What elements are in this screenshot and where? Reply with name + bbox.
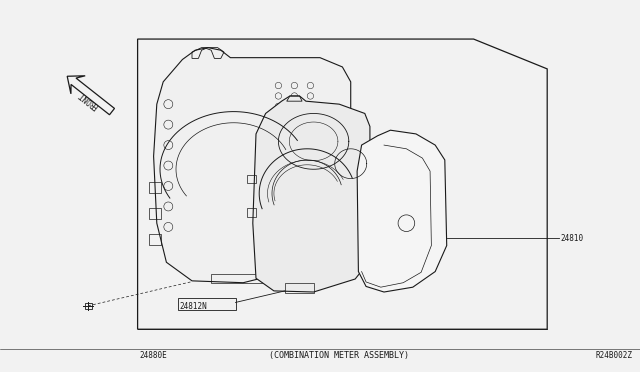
Bar: [247, 208, 256, 217]
Text: (COMBINATION METER ASSEMBLY): (COMBINATION METER ASSEMBLY): [269, 351, 409, 360]
Text: 24880E: 24880E: [140, 351, 167, 360]
Bar: [149, 208, 161, 219]
Text: FRONT: FRONT: [77, 89, 100, 110]
Text: R24B002Z: R24B002Z: [595, 351, 632, 360]
Bar: [247, 175, 256, 183]
Bar: [149, 234, 161, 245]
Text: 24810: 24810: [560, 234, 583, 243]
Bar: [84, 303, 92, 309]
Text: 24812N: 24812N: [180, 302, 207, 311]
Bar: [211, 274, 262, 283]
Polygon shape: [357, 130, 447, 292]
Bar: [149, 182, 161, 193]
Polygon shape: [154, 48, 351, 283]
Polygon shape: [253, 96, 370, 292]
Bar: [178, 298, 236, 310]
Bar: [285, 283, 314, 293]
